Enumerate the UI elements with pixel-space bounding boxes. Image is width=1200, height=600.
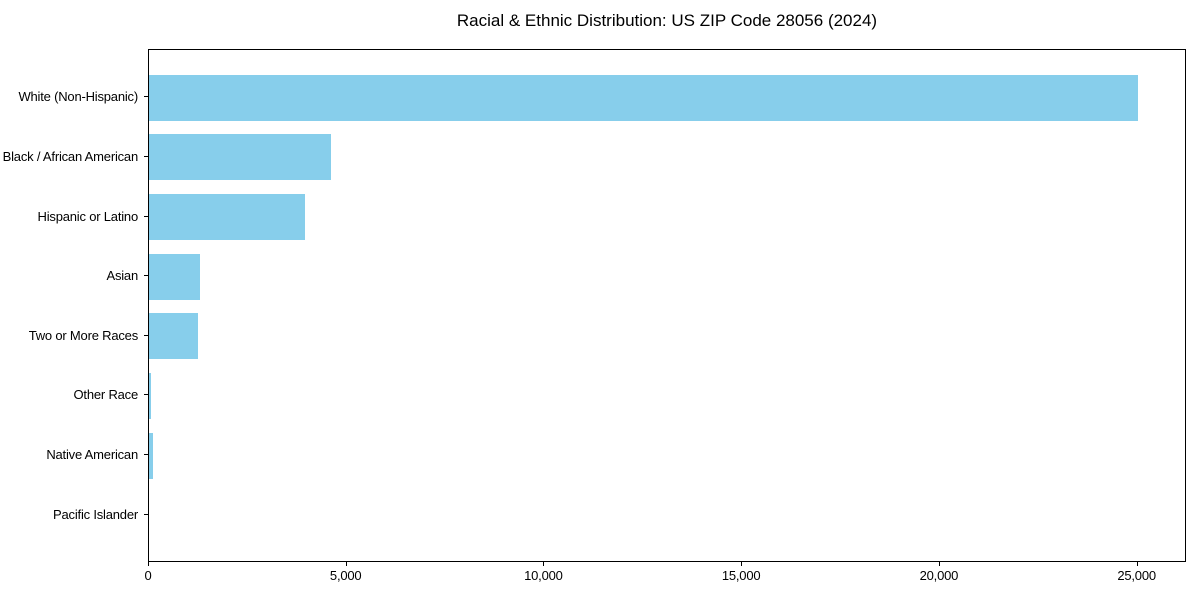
x-axis-tick-label: 10,000 [524, 568, 563, 583]
bar [149, 194, 305, 241]
y-axis-label: Two or More Races [28, 327, 139, 343]
y-axis-tick [144, 334, 148, 336]
x-axis-tick [938, 562, 940, 566]
y-axis-tick [144, 513, 148, 515]
plot-area [148, 49, 1186, 562]
x-axis-tick [148, 562, 149, 566]
y-axis-label: Asian [106, 268, 138, 284]
y-axis-tick [144, 454, 148, 456]
y-axis-label: White (Non-Hispanic) [18, 89, 138, 105]
y-axis-label: Pacific Islander [53, 506, 138, 522]
y-axis-label: Other Race [73, 387, 139, 403]
y-axis-tick [144, 155, 148, 157]
x-axis-tick [543, 562, 545, 566]
bar [149, 432, 153, 479]
x-axis-tick [345, 562, 347, 566]
x-axis-tick-label: 0 [144, 568, 152, 583]
x-axis-tick-label: 15,000 [721, 568, 761, 583]
x-axis-tick-label: 25,000 [1117, 568, 1156, 583]
y-axis-label: Native American [46, 447, 138, 463]
y-axis-tick [144, 215, 148, 217]
y-axis-tick [144, 394, 148, 396]
chart-title: Racial & Ethnic Distribution: US ZIP Cod… [456, 11, 878, 30]
x-axis-tick [741, 562, 743, 566]
x-axis-tick-label: 5,000 [329, 568, 362, 583]
y-axis-label: Hispanic or Latino [37, 208, 139, 224]
bar [149, 372, 152, 419]
y-axis-tick [144, 96, 148, 98]
bar [149, 74, 1138, 121]
bar [149, 313, 198, 360]
x-axis-tick-label: 20,000 [919, 568, 959, 583]
bar [149, 134, 331, 181]
y-axis-label: Black / African American [2, 148, 139, 164]
y-axis-tick [144, 275, 148, 277]
x-axis-tick [1136, 562, 1138, 566]
bar [149, 253, 200, 300]
